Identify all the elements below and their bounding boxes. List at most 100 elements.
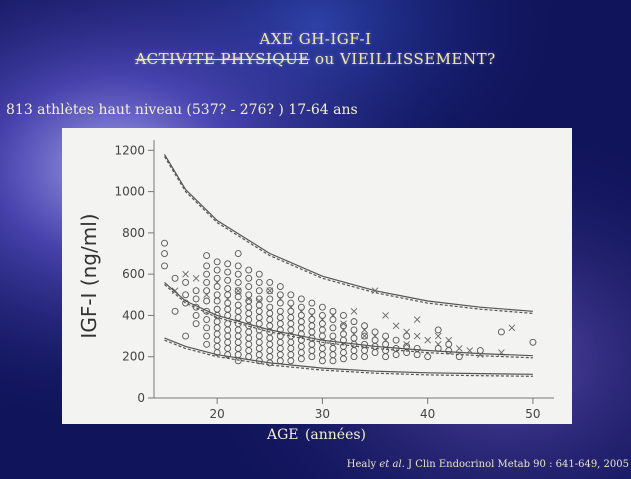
data-point-circle [224,291,232,299]
citation-ref: J Clin Endocrinol Metab 90 : 641-649, 20… [408,459,629,470]
data-point-circle [192,287,200,295]
data-point-circle [213,266,221,274]
data-point-cross [382,336,389,344]
data-point-circle [245,274,253,282]
slide-title-line1: AXE GH-IGF-I [259,30,372,48]
y-tick-label: 800 [122,226,145,240]
y-tick-label: 0 [137,391,145,405]
x-tick-label: 20 [210,407,225,421]
data-point-circle [329,307,337,315]
data-point-cross [350,330,358,338]
data-point-circle [234,262,242,270]
data-point-cross [508,324,516,332]
data-point-circle [371,349,379,357]
data-point-circle [413,351,421,359]
data-point-circle [445,347,453,354]
data-point-cross [213,279,221,286]
data-point-circle [255,270,263,278]
y-tick-label: 400 [122,308,145,322]
data-point-cross [255,297,263,305]
data-point-cross [371,287,379,294]
data-point-cross [434,341,442,348]
data-point-circle [234,293,242,301]
data-point-circle [213,283,221,290]
x-axis-label: AGE (années) [0,427,631,443]
data-point-cross [413,316,421,323]
data-point-circle [392,351,400,359]
data-point-circle [308,299,316,307]
data-point-circle [161,250,168,257]
data-point-cross [224,295,232,303]
data-point-circle [213,274,221,282]
data-point-cross [298,307,305,315]
data-point-circle [182,332,190,340]
data-point-circle [171,307,179,315]
data-point-cross [192,274,200,282]
title-rest: VIEILLISSEMENT? [339,50,496,68]
data-point-circle [213,349,221,357]
data-point-cross [171,287,179,294]
data-point-cross [403,328,410,336]
lower-reference-curve [164,337,533,375]
data-point-circle [224,260,232,268]
x-axis-label-main: AGE [266,427,299,443]
data-point-circle [224,276,232,284]
data-point-circle [455,353,463,361]
citation: Healy et al. J Clin Endocrinol Metab 90 … [347,459,629,470]
data-point-circle [203,307,211,315]
slide-subtitle: 813 athlètes haut niveau (537? - 276? ) … [6,102,358,118]
data-point-circle [213,297,221,305]
data-point-circle [224,351,232,359]
data-point-circle [255,278,263,286]
data-point-cross [287,303,295,311]
data-point-circle [266,359,274,367]
data-point-circle [255,287,263,295]
data-point-cross [276,295,284,303]
data-point-circle [350,318,358,326]
data-point-cross [182,270,189,278]
data-point-cross [413,332,421,340]
data-point-circle [266,278,274,286]
plot-panel [62,128,572,424]
data-point-cross [319,316,326,323]
data-point-circle [203,287,211,295]
data-point-cross [403,341,410,348]
data-point-circle [287,291,295,299]
data-point-circle [476,347,484,354]
data-point-circle [276,291,284,299]
data-point-circle [434,345,442,352]
data-point-circle [182,291,190,299]
data-point-circle [161,262,168,270]
data-point-circle [318,303,326,311]
data-point-cross [329,312,337,319]
data-point-circle [361,322,368,330]
data-point-circle [308,353,316,361]
data-point-circle [318,311,326,319]
data-point-circle [382,353,390,361]
data-point-circle [382,332,390,340]
x-tick-label: 40 [420,407,435,421]
data-point-circle [329,357,337,365]
data-point-cross [350,307,358,315]
median-reference-curve-dashed [164,284,533,359]
data-point-cross [361,332,368,340]
citation-etal: et al. [379,459,405,470]
data-point-circle [361,332,368,340]
data-point-circle [203,324,211,332]
data-point-cross [392,322,400,330]
data-point-circle [182,299,190,307]
data-point-circle [203,262,211,270]
data-point-circle [192,303,200,311]
data-point-circle [340,311,347,319]
upper-reference-curve-dashed [163,156,533,314]
data-point-circle [297,295,305,303]
data-point-circle [276,299,284,307]
data-point-circle [234,270,242,278]
data-point-cross [266,287,274,294]
data-point-cross [234,287,242,294]
y-tick-label: 1200 [114,143,145,157]
x-tick-label: 30 [315,407,330,421]
data-point-cross [424,336,432,344]
data-point-circle [224,311,232,319]
data-point-circle [297,355,305,363]
